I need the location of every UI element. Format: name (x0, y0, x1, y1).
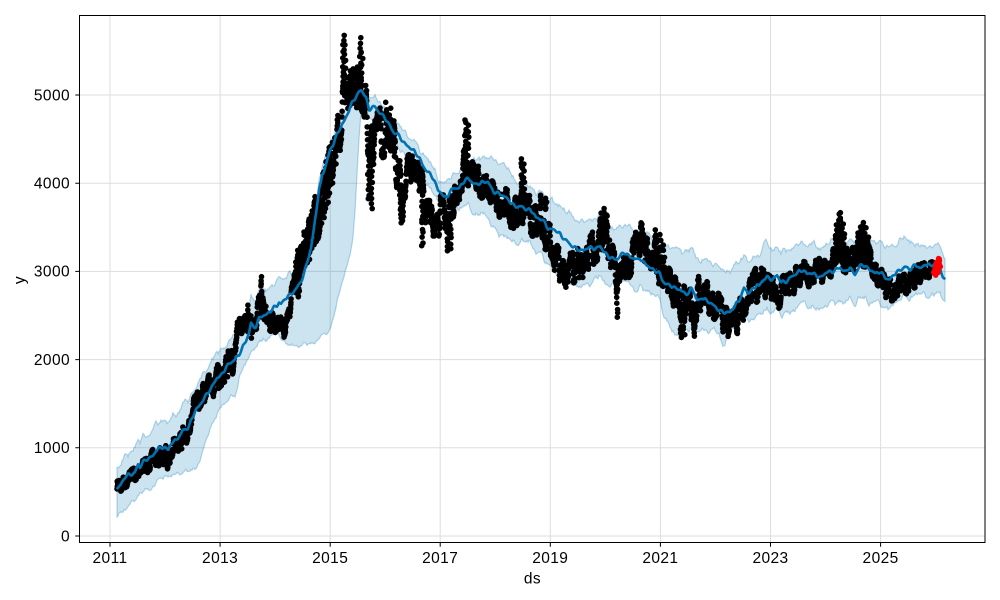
svg-text:0: 0 (61, 528, 70, 545)
svg-text:ds: ds (524, 570, 541, 587)
svg-text:2015: 2015 (312, 550, 348, 567)
svg-text:4000: 4000 (34, 176, 70, 193)
svg-text:2023: 2023 (752, 550, 788, 567)
svg-text:5000: 5000 (34, 87, 70, 104)
svg-text:2013: 2013 (202, 550, 238, 567)
svg-text:2021: 2021 (642, 550, 678, 567)
svg-text:2019: 2019 (532, 550, 568, 567)
svg-text:y: y (12, 276, 29, 284)
svg-text:3000: 3000 (34, 264, 70, 281)
svg-text:2000: 2000 (34, 352, 70, 369)
svg-text:2011: 2011 (93, 550, 128, 567)
svg-text:2025: 2025 (863, 550, 899, 567)
svg-text:1000: 1000 (34, 440, 70, 457)
svg-text:2017: 2017 (422, 550, 458, 567)
